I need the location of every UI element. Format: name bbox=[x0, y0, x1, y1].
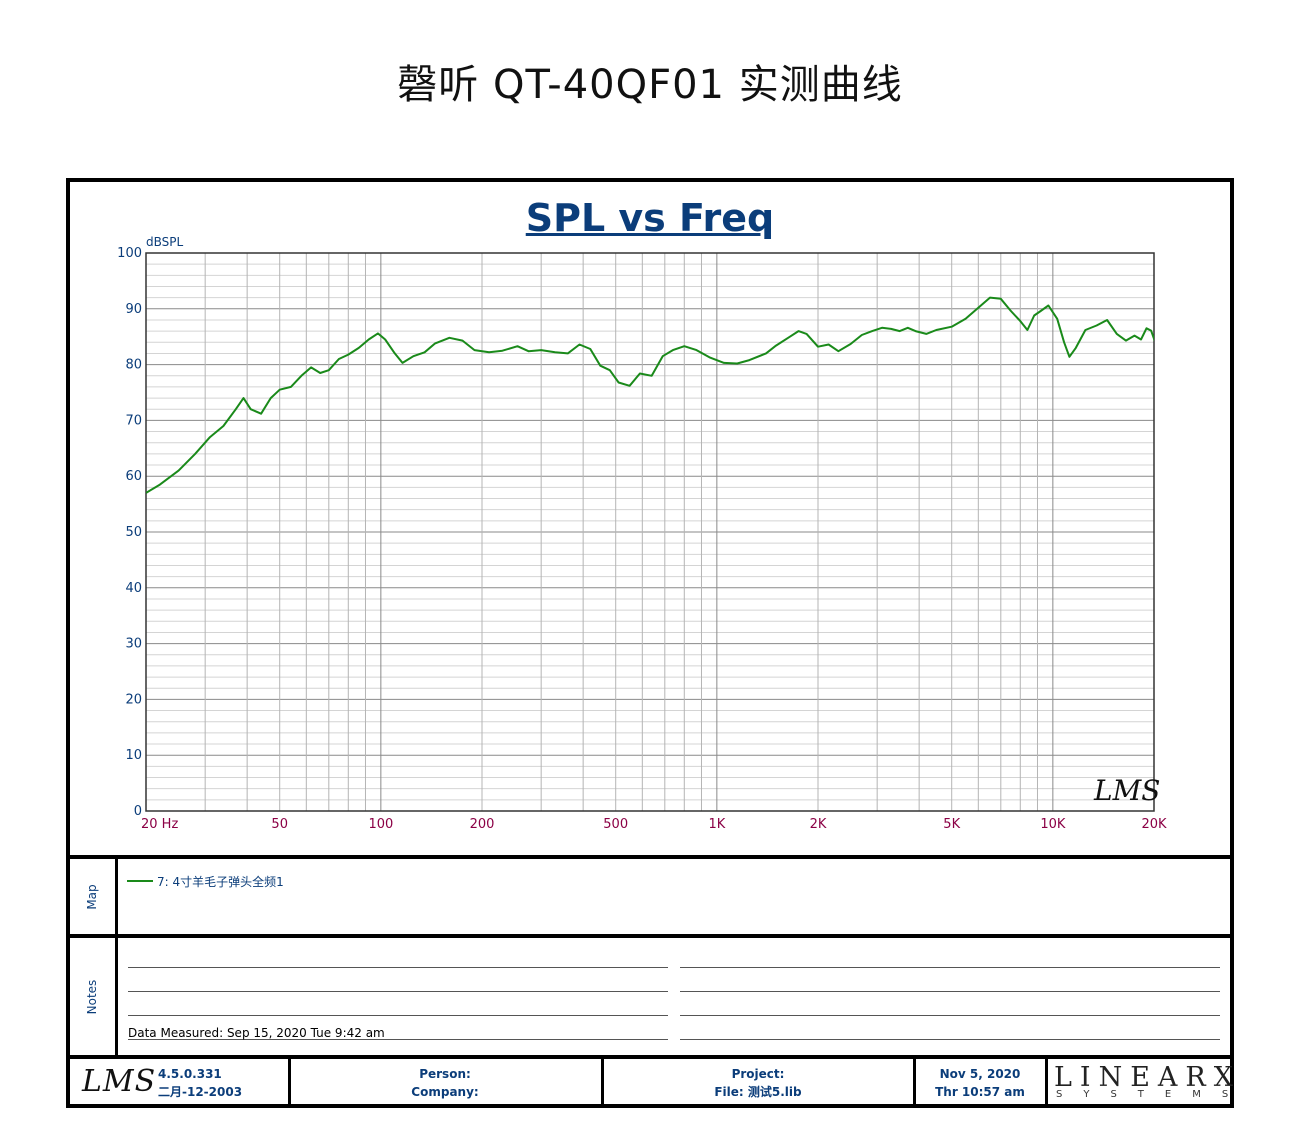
y-tick-label: 10 bbox=[125, 748, 142, 763]
y-tick-label: 80 bbox=[125, 358, 142, 373]
chart-frame bbox=[66, 178, 1234, 1108]
x-tick-label: 5K bbox=[943, 817, 960, 832]
footer-divider bbox=[601, 1058, 604, 1104]
note-line bbox=[128, 1015, 668, 1016]
x-tick-label: 10K bbox=[1040, 817, 1066, 832]
x-tick-label: 500 bbox=[603, 817, 628, 832]
y-tick-label: 20 bbox=[125, 692, 142, 707]
y-tick-label: 100 bbox=[117, 246, 142, 261]
y-tick-label: 50 bbox=[125, 525, 142, 540]
x-tick-label: 20 Hz bbox=[141, 817, 178, 832]
series-layer bbox=[146, 296, 1154, 494]
x-tick-label: 50 bbox=[271, 817, 288, 832]
y-tick-label: 60 bbox=[125, 469, 142, 484]
chart-title: SPL vs Freq bbox=[525, 196, 775, 240]
x-tick-label: 100 bbox=[368, 817, 393, 832]
plot-grid bbox=[145, 252, 1155, 812]
series-line-1 bbox=[146, 296, 1154, 494]
version-info: 4.5.0.331 二月-12-2003 bbox=[158, 1065, 242, 1101]
file-label: File: 测试5.lib bbox=[714, 1085, 802, 1099]
legend-entry[interactable]: 7: 4寸羊毛子弹头全频1 bbox=[157, 875, 284, 889]
axis-ticks: 0 10 20 30 40 50 60 70 80 90 100 20 Hz 50 100 200 500 1K… bbox=[117, 246, 1167, 832]
footer-divider bbox=[288, 1058, 291, 1104]
y-tick-label: 30 bbox=[125, 637, 142, 652]
x-tick-label: 20K bbox=[1141, 817, 1167, 832]
footer-date: Nov 5, 2020 bbox=[939, 1067, 1021, 1081]
note-line bbox=[680, 1039, 1220, 1040]
legend-swatch bbox=[127, 880, 153, 882]
linearx-systems: SYSTEMS bbox=[1056, 1089, 1250, 1100]
data-measured: Data Measured: Sep 15, 2020 Tue 9:42 am bbox=[128, 1026, 385, 1040]
x-tick-label: 200 bbox=[470, 817, 495, 832]
note-line bbox=[128, 991, 668, 992]
note-line bbox=[680, 1015, 1220, 1016]
footer-divider-top bbox=[66, 1055, 1234, 1059]
map-divider-top bbox=[66, 855, 1234, 859]
note-line bbox=[128, 1039, 668, 1040]
lms-logo: LMS bbox=[82, 1064, 157, 1099]
project-label: Project: bbox=[731, 1067, 785, 1081]
map-side-divider bbox=[115, 858, 118, 936]
note-line bbox=[680, 967, 1220, 968]
notes-side-divider bbox=[115, 937, 118, 1057]
notes-label: Notes bbox=[85, 979, 99, 1015]
lms-watermark: LMS bbox=[1093, 774, 1160, 807]
note-line bbox=[128, 967, 668, 968]
note-line bbox=[680, 991, 1220, 992]
project-file: Project: File: 测试5.lib bbox=[605, 1065, 911, 1101]
y-axis-label: dBSPL bbox=[146, 235, 183, 249]
version-date: 二月-12-2003 bbox=[158, 1085, 243, 1099]
y-tick-label: 40 bbox=[125, 581, 142, 596]
person-label: Person: bbox=[419, 1067, 471, 1081]
timestamp: Nov 5, 2020 Thr 10:57 am bbox=[917, 1065, 1043, 1101]
x-tick-label: 1K bbox=[708, 817, 725, 832]
y-tick-label: 0 bbox=[134, 804, 142, 819]
y-tick-label: 70 bbox=[125, 413, 142, 428]
map-label: Map bbox=[85, 884, 99, 910]
plot-area bbox=[145, 252, 1155, 812]
linearx-logo: LINEARX bbox=[1054, 1062, 1241, 1093]
person-company: Person: Company: bbox=[292, 1065, 598, 1101]
footer-time: Thr 10:57 am bbox=[935, 1085, 1025, 1099]
y-tick-label: 90 bbox=[125, 302, 142, 317]
page-title: 磬听 QT-40QF01 实测曲线 bbox=[397, 62, 903, 108]
x-tick-label: 2K bbox=[810, 817, 827, 832]
footer-divider bbox=[913, 1058, 916, 1104]
footer-divider bbox=[1045, 1058, 1048, 1104]
company-label: Company: bbox=[411, 1085, 479, 1099]
version-number: 4.5.0.331 bbox=[158, 1067, 222, 1081]
notes-divider-top bbox=[66, 934, 1234, 938]
